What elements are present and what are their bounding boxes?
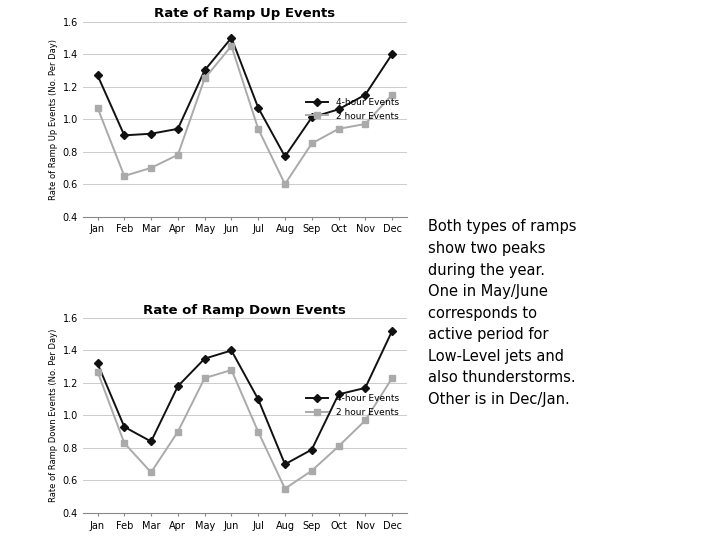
Title: Rate of Ramp Down Events: Rate of Ramp Down Events	[143, 304, 346, 317]
Legend: 4-hour Events, 2 hour Events: 4-hour Events, 2 hour Events	[302, 391, 402, 421]
Legend: 4-hour Events, 2 hour Events: 4-hour Events, 2 hour Events	[302, 94, 402, 124]
Title: Rate of Ramp Up Events: Rate of Ramp Up Events	[154, 8, 336, 21]
Text: Both types of ramps
show two peaks
during the year.
One in May/June
corresponds : Both types of ramps show two peaks durin…	[428, 219, 577, 407]
Y-axis label: Rate of Ramp Up Events (No. Per Day): Rate of Ramp Up Events (No. Per Day)	[50, 38, 58, 200]
Y-axis label: Rate of Ramp Down Events (No. Per Day): Rate of Ramp Down Events (No. Per Day)	[50, 329, 58, 502]
